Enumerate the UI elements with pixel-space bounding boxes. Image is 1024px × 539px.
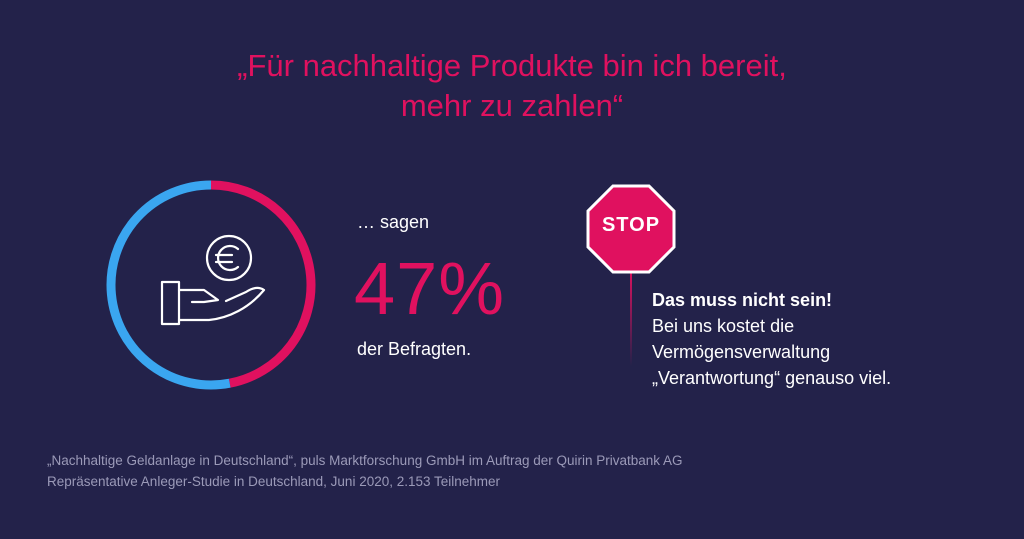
note-line-3: Vermögensverwaltung [652,342,831,362]
source-note: „Nachhaltige Geldanlage in Deutschland“,… [47,450,683,492]
stop-sign-octagon [586,184,676,274]
donut-slice-2 [106,180,231,390]
headline-line-1: „Für nachhaltige Produkte bin ich bereit… [237,48,787,83]
headline-line-2: mehr zu zahlen“ [400,88,624,123]
stop-sign-icon [586,184,676,366]
donut-chart [106,180,316,390]
note: Das muss nicht sein! Bei uns kostet die … [652,287,891,391]
stat-sub: der Befragten. [357,339,472,359]
headline: „Für nachhaltige Produkte bin ich bereit… [0,46,1024,126]
stop-sign-label: STOP [601,214,661,236]
note-line-2: Bei uns kostet die [652,316,795,336]
note-line-1: Das muss nicht sein! [652,290,833,310]
stat-value: 47% [354,247,506,330]
note-line-4: „Verantwortung“ genauso viel. [652,368,892,388]
source-line-2: Repräsentative Anleger-Studie in Deutsch… [47,474,501,489]
stat-lead: … sagen [357,212,430,232]
hand-euro-coin-icon [160,234,266,326]
donut-slice-1 [210,180,316,388]
stop-sign-pole [630,268,632,366]
source-line-1: „Nachhaltige Geldanlage in Deutschland“,… [47,453,683,468]
